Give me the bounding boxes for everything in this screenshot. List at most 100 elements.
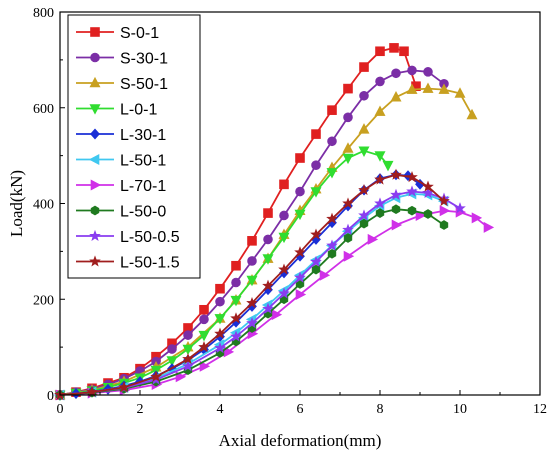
data-point xyxy=(343,233,353,243)
data-point xyxy=(375,208,385,218)
data-point xyxy=(263,208,273,218)
legend-marker xyxy=(89,104,101,115)
data-point xyxy=(182,344,194,356)
data-point xyxy=(214,341,226,354)
data-point xyxy=(246,296,258,309)
data-point xyxy=(246,275,258,287)
legend-item: S-50-1 xyxy=(76,76,168,93)
y-tick-label: 200 xyxy=(33,293,54,308)
data-point xyxy=(358,209,370,221)
data-point xyxy=(390,91,402,102)
data-point xyxy=(382,160,394,172)
y-tick-label: 0 xyxy=(47,389,54,404)
data-point xyxy=(407,65,417,76)
data-point xyxy=(483,221,495,233)
data-point xyxy=(438,194,450,207)
data-point xyxy=(343,250,355,262)
legend-item: L-0-1 xyxy=(76,102,157,119)
data-point xyxy=(343,83,353,94)
data-point xyxy=(367,233,379,245)
data-point xyxy=(466,108,478,120)
x-tick-label: 12 xyxy=(533,402,547,417)
data-point xyxy=(230,330,242,342)
data-point xyxy=(374,151,386,162)
data-point xyxy=(391,204,401,215)
legend: S-0-1 S-30-1 S-50-1 L-0-1 L-30-1 L-50-1 L-70-1… xyxy=(67,14,201,279)
data-point xyxy=(327,136,337,147)
data-point xyxy=(358,123,370,134)
x-tick-label: 4 xyxy=(217,402,224,417)
data-point xyxy=(199,360,211,372)
legend-marker xyxy=(88,154,100,165)
x-tick-label: 0 xyxy=(57,402,64,417)
data-point xyxy=(278,287,290,299)
legend-marker xyxy=(89,229,101,242)
legend-item: S-30-1 xyxy=(76,51,168,68)
legend-label: L-50-1.5 xyxy=(120,255,180,272)
data-point xyxy=(423,67,433,77)
series-L-50-1.5 xyxy=(54,168,450,401)
data-point xyxy=(247,256,257,266)
data-point xyxy=(166,356,178,367)
data-point xyxy=(391,219,403,231)
data-point xyxy=(390,188,402,200)
data-point xyxy=(263,234,273,245)
data-point xyxy=(423,209,433,219)
legend-label: L-0-1 xyxy=(120,102,157,119)
data-point xyxy=(311,160,321,170)
data-point xyxy=(198,340,210,353)
data-point xyxy=(231,260,241,271)
data-point xyxy=(439,205,451,217)
series-line xyxy=(59,149,389,396)
data-point xyxy=(342,197,354,209)
data-point xyxy=(390,168,402,180)
y-tick-label: 400 xyxy=(33,198,54,213)
data-point xyxy=(358,183,370,196)
data-point xyxy=(118,381,130,393)
legend-marker xyxy=(90,52,100,63)
data-point xyxy=(311,129,321,139)
x-tick-label: 8 xyxy=(377,402,384,417)
data-point xyxy=(262,279,274,291)
data-point xyxy=(422,180,434,192)
data-point xyxy=(279,210,289,221)
legend-item: L-70-1 xyxy=(76,178,166,195)
y-axis: 0 200 400 600 800 xyxy=(33,6,65,404)
data-point xyxy=(214,327,226,339)
data-point xyxy=(319,269,331,281)
y-tick-label: 600 xyxy=(33,102,54,117)
data-point xyxy=(327,248,337,259)
data-point xyxy=(295,153,305,163)
legend-marker xyxy=(89,255,101,267)
legend-label: L-50-0 xyxy=(120,204,166,221)
data-point xyxy=(230,295,242,307)
legend-label: S-30-1 xyxy=(120,51,168,68)
data-point xyxy=(295,186,305,197)
data-point xyxy=(375,46,385,57)
data-point xyxy=(326,168,338,179)
legend-marker xyxy=(90,179,102,191)
data-point xyxy=(407,205,417,216)
data-point xyxy=(438,83,450,94)
data-point xyxy=(198,330,210,342)
data-point xyxy=(199,304,209,315)
x-tick-label: 10 xyxy=(453,402,467,417)
data-point xyxy=(359,90,369,101)
y-tick-label: 800 xyxy=(33,6,54,21)
data-point xyxy=(247,236,257,246)
data-point xyxy=(214,314,226,325)
data-point xyxy=(182,360,194,372)
legend-item: S-0-1 xyxy=(76,25,159,42)
data-point xyxy=(389,43,399,53)
data-point xyxy=(278,263,290,275)
legend-item: L-50-0.5 xyxy=(76,229,180,246)
data-point xyxy=(199,314,209,325)
data-point xyxy=(278,232,290,244)
x-axis-title: Axial deformation(mm) xyxy=(219,431,382,450)
data-point xyxy=(182,352,194,365)
data-point xyxy=(374,173,386,185)
legend-label: S-0-1 xyxy=(120,25,159,42)
data-point xyxy=(343,112,353,123)
data-point xyxy=(294,271,306,283)
legend-item: L-50-1.5 xyxy=(76,255,180,272)
